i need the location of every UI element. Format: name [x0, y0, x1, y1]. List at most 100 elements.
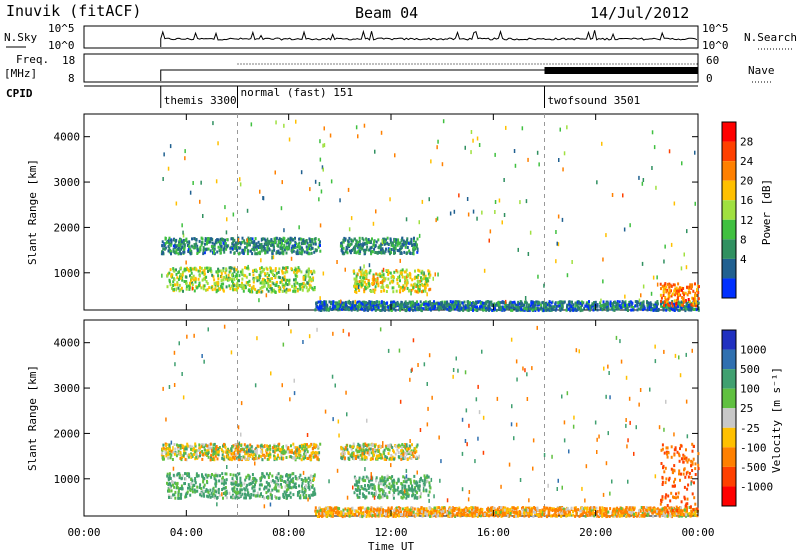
velocity-cell: [207, 452, 209, 456]
power-cell: [693, 308, 695, 311]
velocity-cell: [166, 472, 169, 476]
power-cell: [306, 247, 309, 251]
power-cell: [367, 282, 370, 285]
power-cell: [306, 289, 309, 293]
velocity-cell: [242, 455, 245, 459]
velocity-cell: [273, 445, 276, 448]
power-cell: [418, 307, 421, 311]
power-cell: [374, 288, 377, 292]
power-cell: [581, 303, 584, 307]
power-speck: [258, 298, 260, 303]
velocity-cell: [282, 492, 285, 496]
power-cell: [433, 300, 435, 304]
velocity-cell: [239, 476, 242, 480]
power-cell: [355, 290, 358, 294]
power-speck: [432, 276, 434, 281]
power-speck: [524, 296, 527, 300]
velocity-cell: [390, 457, 393, 461]
power-cell: [382, 249, 385, 253]
velocity-cell: [416, 443, 419, 447]
power-cell: [689, 291, 692, 295]
power-cell: [684, 299, 687, 303]
velocity-cell: [249, 449, 252, 453]
velocity-cell: [306, 445, 308, 448]
velocity-cell: [345, 444, 348, 448]
velocity-cell: [312, 453, 315, 457]
velocity-cell: [200, 494, 203, 498]
power-speck: [602, 257, 604, 262]
power-cell: [363, 276, 365, 280]
power-cell: [211, 288, 214, 292]
power-speck: [494, 152, 496, 157]
power-cell: [632, 306, 635, 309]
velocity-cell: [256, 491, 259, 495]
velocity-cell: [356, 489, 359, 492]
velocity-cell: [254, 494, 257, 498]
power-cell: [673, 308, 676, 312]
power-cell: [252, 246, 255, 250]
power-cell: [631, 308, 634, 312]
power-cell: [579, 301, 582, 305]
power-cell: [313, 270, 316, 274]
velocity-cell: [213, 476, 216, 480]
power-cell: [188, 240, 191, 244]
power-cell: [175, 272, 178, 276]
power-speck: [318, 197, 320, 202]
power-cell: [485, 308, 488, 312]
power-cell: [404, 304, 407, 308]
power-cell: [560, 307, 563, 311]
velocity-cell: [300, 443, 303, 447]
velocity-cell: [298, 476, 301, 480]
power-cell: [235, 273, 238, 277]
velocity-cell: [298, 456, 301, 460]
velocity-cell: [263, 496, 266, 500]
power-cell: [161, 250, 163, 254]
power-cell: [694, 291, 697, 295]
power-speck: [436, 216, 439, 221]
velocity-cell: [304, 456, 307, 460]
velocity-cell: [407, 451, 410, 455]
power-cell: [675, 289, 678, 293]
velocity-cell: [177, 444, 180, 448]
velocity-cell: [169, 477, 172, 480]
velocity-cell: [280, 452, 283, 456]
velocity-cell: [191, 487, 194, 491]
power-speck: [314, 179, 317, 184]
velocity-cell: [252, 452, 255, 456]
power-cell: [183, 250, 186, 254]
power-cell: [206, 282, 209, 285]
velocity-cell: [397, 445, 400, 449]
velocity-cell: [380, 482, 383, 486]
power-cell: [424, 277, 427, 281]
power-cell: [502, 306, 505, 310]
velocity-cell: [361, 486, 364, 490]
velocity-cell: [233, 457, 236, 461]
velocity-cell: [289, 450, 292, 454]
power-speck: [322, 167, 324, 172]
velocity-cell: [190, 455, 193, 459]
power-cell: [271, 240, 274, 244]
power-cell: [255, 242, 258, 246]
power-cell: [399, 286, 402, 289]
power-cell: [520, 305, 523, 309]
power-cell: [576, 303, 579, 307]
power-cell: [525, 304, 528, 308]
power-cell: [574, 301, 577, 305]
velocity-cell: [388, 482, 391, 486]
power-cell: [317, 238, 320, 242]
power-cell: [232, 284, 235, 288]
power-cell: [263, 237, 266, 241]
power-cell: [575, 308, 578, 312]
power-cell: [532, 304, 535, 308]
velocity-cell: [287, 494, 289, 498]
velocity-cell: [361, 452, 364, 455]
power-cell: [308, 237, 311, 241]
velocity-cell: [277, 448, 280, 452]
velocity-cell: [246, 493, 249, 497]
power-cell: [630, 305, 633, 308]
power-cell: [407, 305, 410, 309]
velocity-cell: [402, 451, 405, 455]
power-cell: [233, 251, 236, 255]
power-cell: [662, 301, 665, 305]
velocity-cell: [220, 481, 223, 485]
